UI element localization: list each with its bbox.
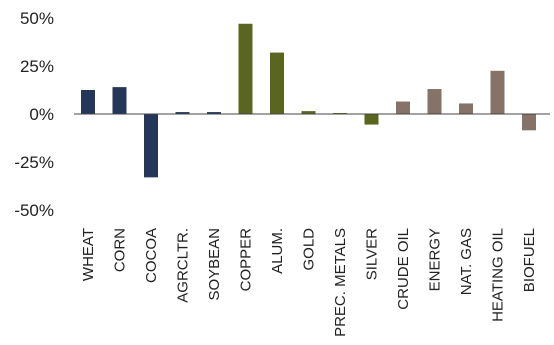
x-tick-label: PREC. METALS	[332, 228, 349, 337]
y-axis-ticks: 50% 25% 0% -25% -50%	[14, 9, 54, 220]
x-tick-label: CORN	[112, 228, 129, 272]
bars	[81, 23, 536, 178]
bar-gold	[301, 111, 316, 114]
x-tick-label: AGRCLTR.	[175, 228, 192, 303]
bar-biofuel	[522, 114, 536, 131]
bar-soybean	[207, 112, 221, 114]
bar-wheat	[81, 90, 95, 114]
bar-cocoa	[144, 114, 158, 178]
y-tick-label: 25%	[20, 57, 54, 76]
x-tick-label: NAT. GAS	[458, 228, 475, 295]
bar-crude-oil	[396, 101, 410, 114]
x-tick-label: COCOA	[143, 228, 160, 283]
x-tick-label: BIOFUEL	[521, 228, 538, 292]
x-tick-label: ENERGY	[427, 228, 444, 291]
x-tick-label: SILVER	[364, 228, 381, 280]
x-tick-label: COPPER	[238, 228, 255, 292]
bar-corn	[112, 87, 127, 114]
bar-energy	[427, 89, 442, 114]
y-tick-label: -25%	[14, 153, 54, 172]
x-tick-label: WHEAT	[80, 228, 97, 281]
bar-alum	[270, 52, 284, 114]
x-tick-label: SOYBEAN	[206, 228, 223, 301]
y-tick-label: 50%	[20, 9, 54, 28]
bar-copper	[238, 23, 253, 114]
y-tick-label: 0%	[29, 105, 54, 124]
bar-nat-gas	[459, 103, 473, 114]
bar-heating-oil	[490, 70, 505, 114]
x-tick-label: ALUM.	[269, 228, 286, 274]
bar-silver	[364, 114, 379, 125]
bar-agrcltr	[175, 112, 190, 114]
x-tick-label: HEATING OIL	[490, 228, 507, 322]
x-tick-label: CRUDE OIL	[395, 228, 412, 310]
x-tick-label: GOLD	[301, 228, 318, 271]
x-axis-ticks: WHEAT CORN COCOA AGRCLTR. SOYBEAN COPPER ALUM.…	[80, 228, 538, 337]
y-tick-label: -50%	[14, 201, 54, 220]
